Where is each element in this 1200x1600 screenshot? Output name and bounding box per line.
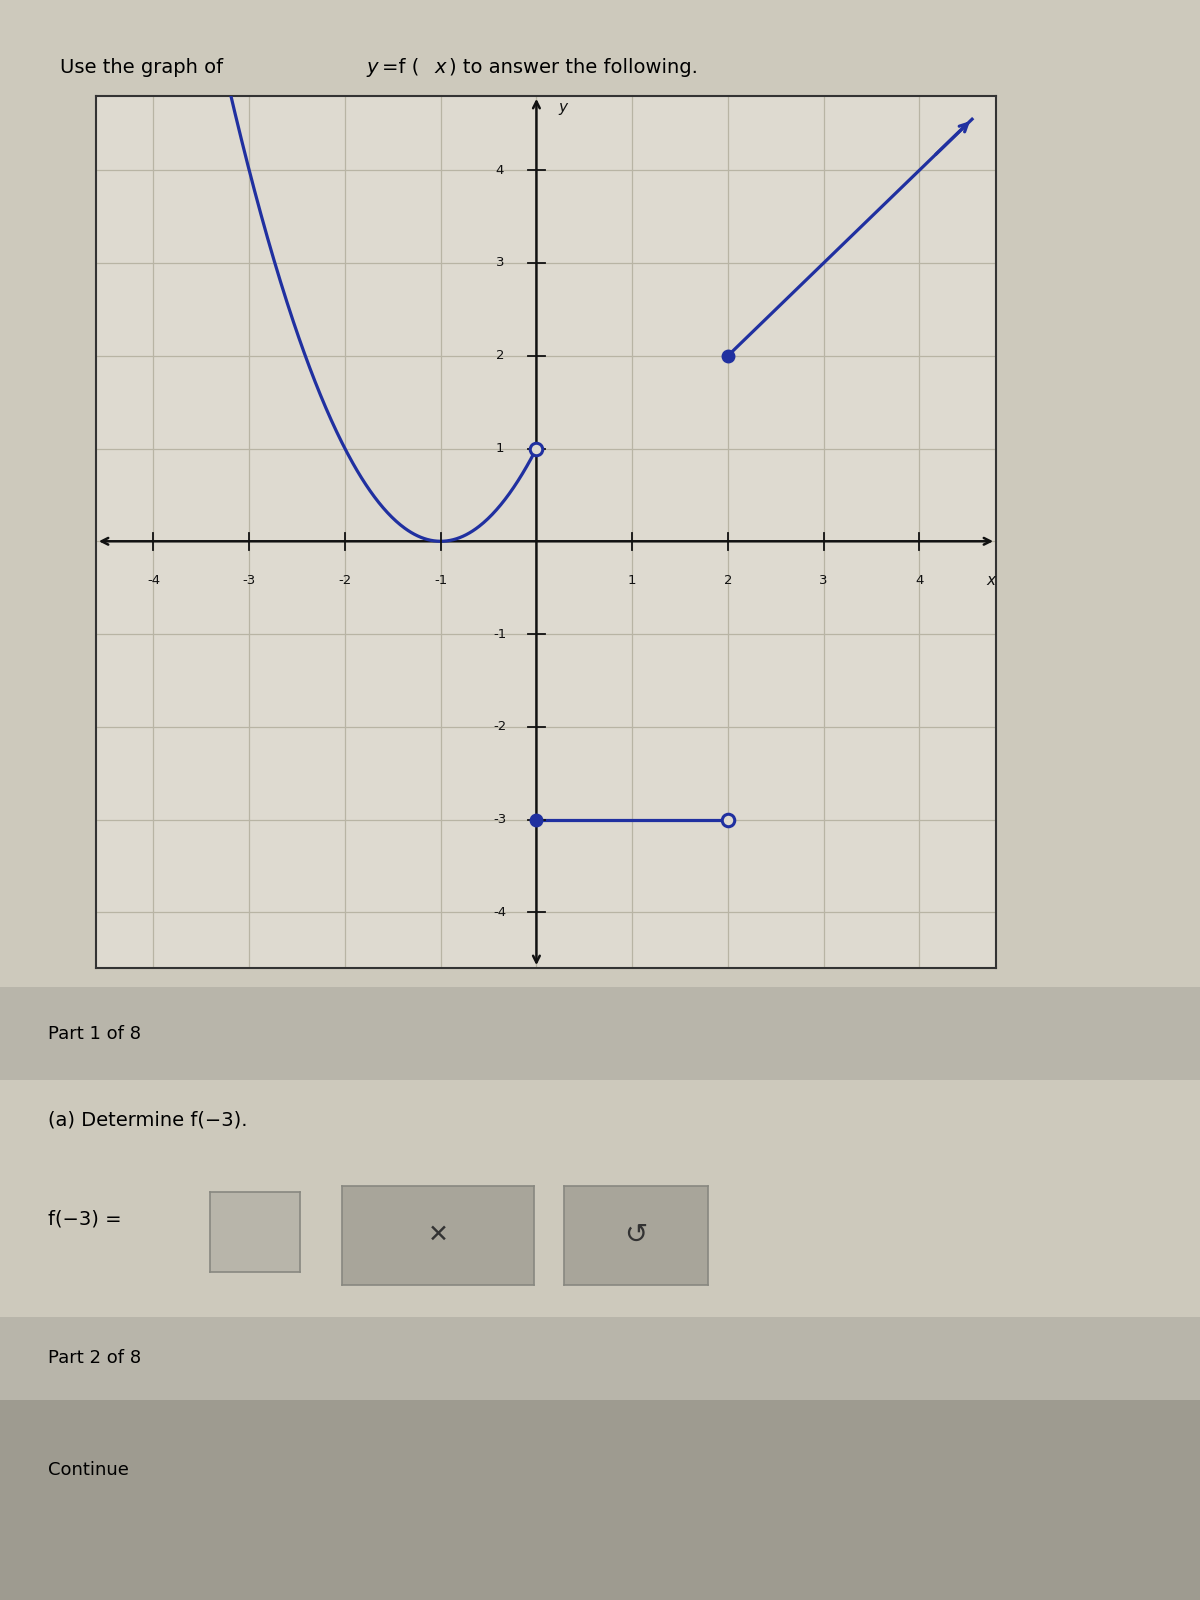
Text: 3: 3 xyxy=(496,256,504,269)
Text: x: x xyxy=(986,573,996,587)
Text: -1: -1 xyxy=(493,627,506,640)
Text: 4: 4 xyxy=(916,574,924,587)
Text: 3: 3 xyxy=(820,574,828,587)
Text: -2: -2 xyxy=(493,720,506,733)
Text: Part 1 of 8: Part 1 of 8 xyxy=(48,1024,142,1043)
Text: (a) Determine f(−3).: (a) Determine f(−3). xyxy=(48,1110,247,1130)
Text: 1: 1 xyxy=(496,442,504,454)
Text: -4: -4 xyxy=(146,574,160,587)
Text: x: x xyxy=(434,58,446,77)
Text: -4: -4 xyxy=(493,906,506,918)
Text: 2: 2 xyxy=(724,574,732,587)
Text: ✕: ✕ xyxy=(427,1222,449,1248)
Text: =f (: =f ( xyxy=(382,58,419,77)
Text: Part 2 of 8: Part 2 of 8 xyxy=(48,1349,142,1368)
Text: -3: -3 xyxy=(493,813,506,826)
Text: Use the graph of: Use the graph of xyxy=(60,58,229,77)
Text: -2: -2 xyxy=(338,574,352,587)
Text: 1: 1 xyxy=(628,574,636,587)
Text: y: y xyxy=(559,99,568,115)
Text: ↺: ↺ xyxy=(624,1221,648,1250)
Text: Continue: Continue xyxy=(48,1461,128,1478)
Text: 4: 4 xyxy=(496,163,504,176)
Text: y: y xyxy=(366,58,378,77)
Text: ) to answer the following.: ) to answer the following. xyxy=(449,58,697,77)
Text: -3: -3 xyxy=(242,574,256,587)
Text: 2: 2 xyxy=(496,349,504,362)
Text: -1: -1 xyxy=(434,574,448,587)
Text: f(−3) =: f(−3) = xyxy=(48,1210,121,1229)
